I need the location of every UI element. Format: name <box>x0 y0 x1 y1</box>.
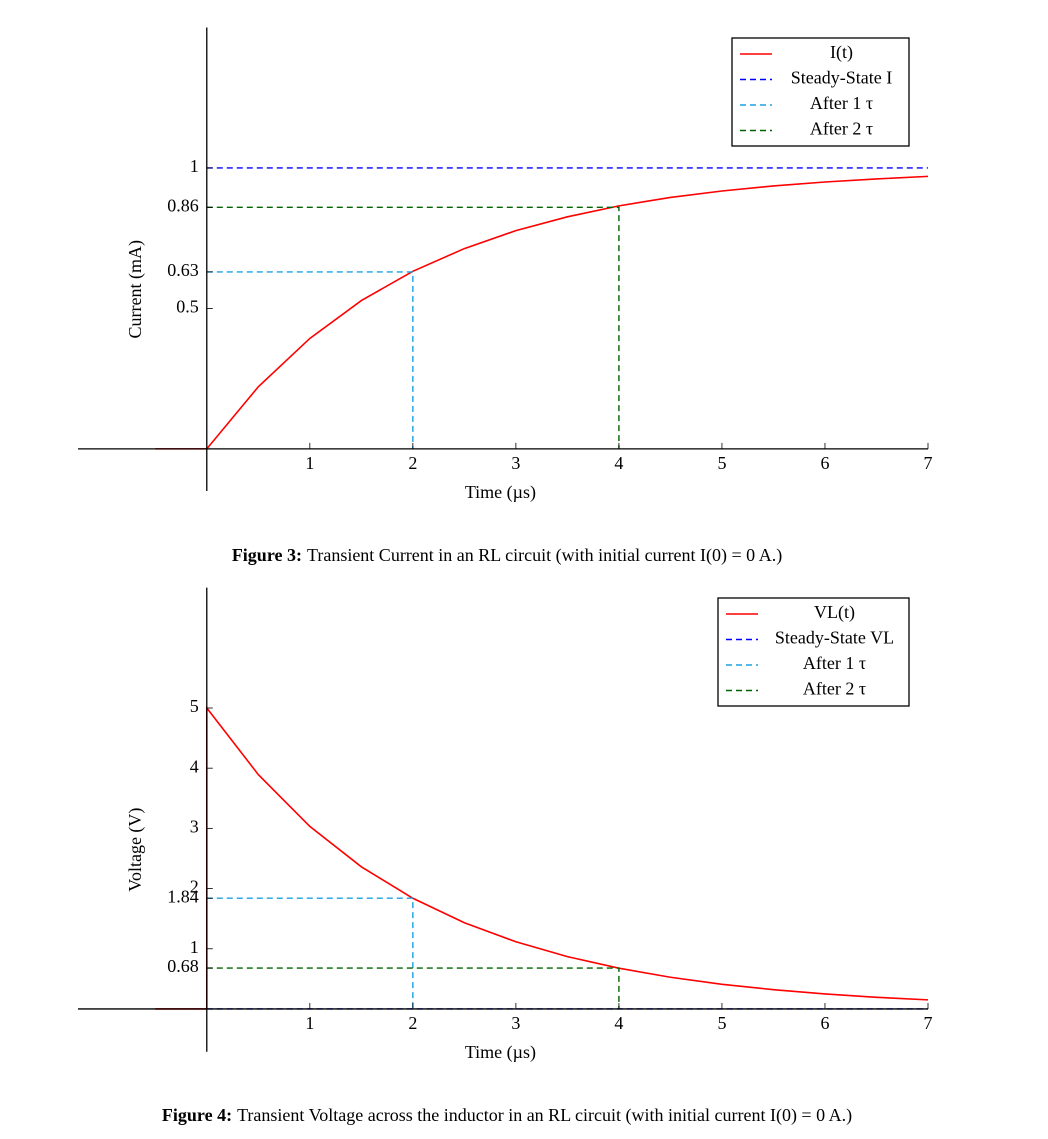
y-axis-label: Current (mA) <box>125 240 146 338</box>
y-tick-label: 5 <box>190 696 199 716</box>
legend-label: Steady-State VL <box>775 628 894 648</box>
caption-label: Figure 3: <box>232 545 302 565</box>
x-tick-label: 7 <box>924 453 933 473</box>
y-tick-label: 0.63 <box>167 260 199 280</box>
y-tick-label: 1.84 <box>167 886 199 906</box>
legend-label: After 2 τ <box>810 119 873 139</box>
y-axis-label: Voltage (V) <box>125 808 146 892</box>
x-axis-label: Time (µs) <box>465 482 536 503</box>
series-line <box>206 897 414 1009</box>
x-tick-label: 4 <box>614 453 623 473</box>
legend-label: Steady-State I <box>791 68 892 88</box>
series-line <box>155 175 929 450</box>
caption-text: Transient Current in an RL circuit (with… <box>307 545 782 566</box>
x-tick-label: 5 <box>717 1013 726 1033</box>
legend-box <box>717 597 910 707</box>
legend-label: I(t) <box>830 42 853 63</box>
x-tick-label: 5 <box>717 453 726 473</box>
x-tick-label: 2 <box>408 453 417 473</box>
legend: I(t) Steady-State I After 1 τ After 2 τ <box>731 37 910 147</box>
series-line <box>206 967 620 1009</box>
x-tick-label: 3 <box>511 1013 520 1033</box>
y-tick-label: 1 <box>190 937 199 957</box>
y-tick-label: 0.68 <box>167 956 199 976</box>
series-line <box>206 206 620 449</box>
x-tick-label: 6 <box>820 453 829 473</box>
legend: VL(t) Steady-State VL After 1 τ After 2 τ <box>717 597 910 707</box>
caption: Figure 3: Transient Current in an RL circ… <box>232 545 782 566</box>
y-tick-label: 0.5 <box>176 297 199 317</box>
x-axis-label: Time (µs) <box>465 1042 536 1063</box>
caption: Figure 4: Transient Voltage across the in… <box>162 1105 852 1126</box>
y-tick-label: 4 <box>190 756 199 776</box>
caption-text: Transient Voltage across the inductor in… <box>237 1105 852 1126</box>
caption-label: Figure 4: <box>162 1105 232 1125</box>
x-tick-label: 1 <box>305 453 314 473</box>
x-tick-label: 2 <box>408 1013 417 1033</box>
y-tick-label: 3 <box>190 817 199 837</box>
y-tick-label: 0.86 <box>167 195 199 215</box>
legend-label: VL(t) <box>814 602 855 623</box>
legend-label: After 2 τ <box>803 679 866 699</box>
x-tick-label: 4 <box>614 1013 623 1033</box>
y-tick-label: 1 <box>190 156 199 176</box>
x-tick-label: 1 <box>305 1013 314 1033</box>
legend-label: After 1 τ <box>803 653 866 673</box>
series-line <box>155 705 929 1010</box>
y-tick-label: 2 <box>190 877 199 897</box>
x-tick-label: 6 <box>820 1013 829 1033</box>
legend-box <box>731 37 910 147</box>
x-tick-label: 7 <box>924 1013 933 1033</box>
legend-label: After 1 τ <box>810 93 873 113</box>
series-line <box>206 271 414 449</box>
x-tick-label: 3 <box>511 453 520 473</box>
